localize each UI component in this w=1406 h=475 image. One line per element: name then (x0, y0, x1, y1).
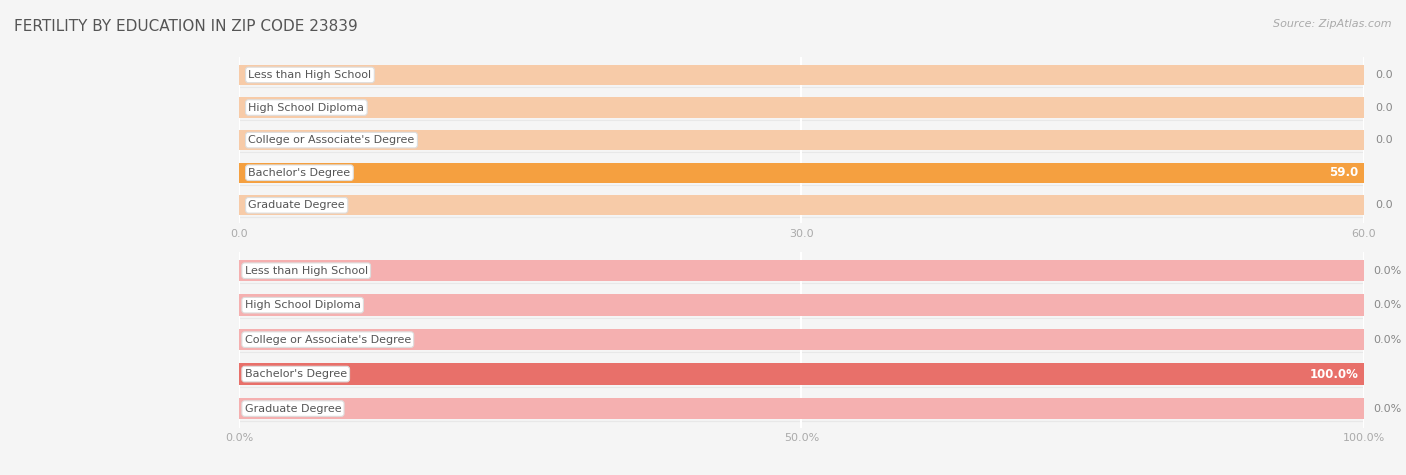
Bar (239, 398, 1364, 419)
Text: Less than High School: Less than High School (245, 266, 368, 276)
Bar (239, 130, 1364, 150)
Bar (239, 195, 1364, 216)
Bar (239, 65, 1364, 85)
Text: FERTILITY BY EDUCATION IN ZIP CODE 23839: FERTILITY BY EDUCATION IN ZIP CODE 23839 (14, 19, 357, 34)
Text: 100.0%: 100.0% (1309, 368, 1358, 380)
Text: Source: ZipAtlas.com: Source: ZipAtlas.com (1274, 19, 1392, 29)
Bar (239, 260, 1364, 281)
Text: High School Diploma: High School Diploma (245, 300, 361, 310)
Bar (239, 294, 1364, 316)
Text: 0.0: 0.0 (1375, 103, 1393, 113)
Text: 0.0: 0.0 (1375, 200, 1393, 210)
Text: 0.0%: 0.0% (1372, 266, 1400, 276)
Text: 0.0%: 0.0% (1372, 300, 1400, 310)
Text: College or Associate's Degree: College or Associate's Degree (245, 334, 411, 345)
Bar (239, 97, 1364, 118)
Text: 0.0%: 0.0% (1372, 334, 1400, 345)
Text: High School Diploma: High School Diploma (249, 103, 364, 113)
Text: College or Associate's Degree: College or Associate's Degree (249, 135, 415, 145)
Text: 0.0: 0.0 (1375, 135, 1393, 145)
Bar (239, 363, 1364, 385)
Text: 0.0: 0.0 (1375, 70, 1393, 80)
Text: 59.0: 59.0 (1329, 166, 1358, 179)
Text: Bachelor's Degree: Bachelor's Degree (249, 168, 350, 178)
Bar (239, 162, 1364, 183)
Text: Graduate Degree: Graduate Degree (245, 404, 342, 414)
Bar (239, 329, 1364, 350)
Text: Graduate Degree: Graduate Degree (249, 200, 344, 210)
Text: 0.0%: 0.0% (1372, 404, 1400, 414)
Text: Less than High School: Less than High School (249, 70, 371, 80)
Text: Bachelor's Degree: Bachelor's Degree (245, 369, 347, 379)
